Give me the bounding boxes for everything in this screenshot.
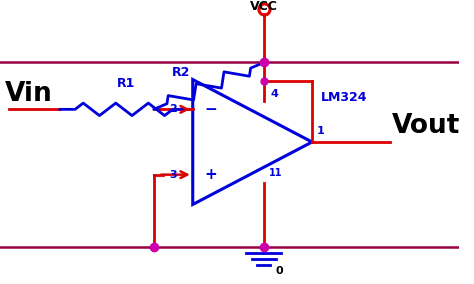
Text: 1: 1: [317, 126, 324, 136]
Text: +: +: [205, 167, 218, 182]
Text: LM324: LM324: [321, 91, 368, 105]
Text: 0: 0: [275, 266, 283, 276]
Text: R1: R1: [117, 77, 136, 90]
Text: Vin: Vin: [5, 80, 52, 106]
Text: −: −: [205, 102, 218, 117]
Text: 3: 3: [169, 170, 177, 180]
Text: 4: 4: [271, 89, 279, 99]
Text: R2: R2: [172, 66, 191, 79]
Text: VCC: VCC: [250, 0, 278, 13]
Text: 11: 11: [269, 168, 283, 178]
Text: 2: 2: [169, 104, 177, 114]
Text: Vout: Vout: [392, 113, 461, 139]
